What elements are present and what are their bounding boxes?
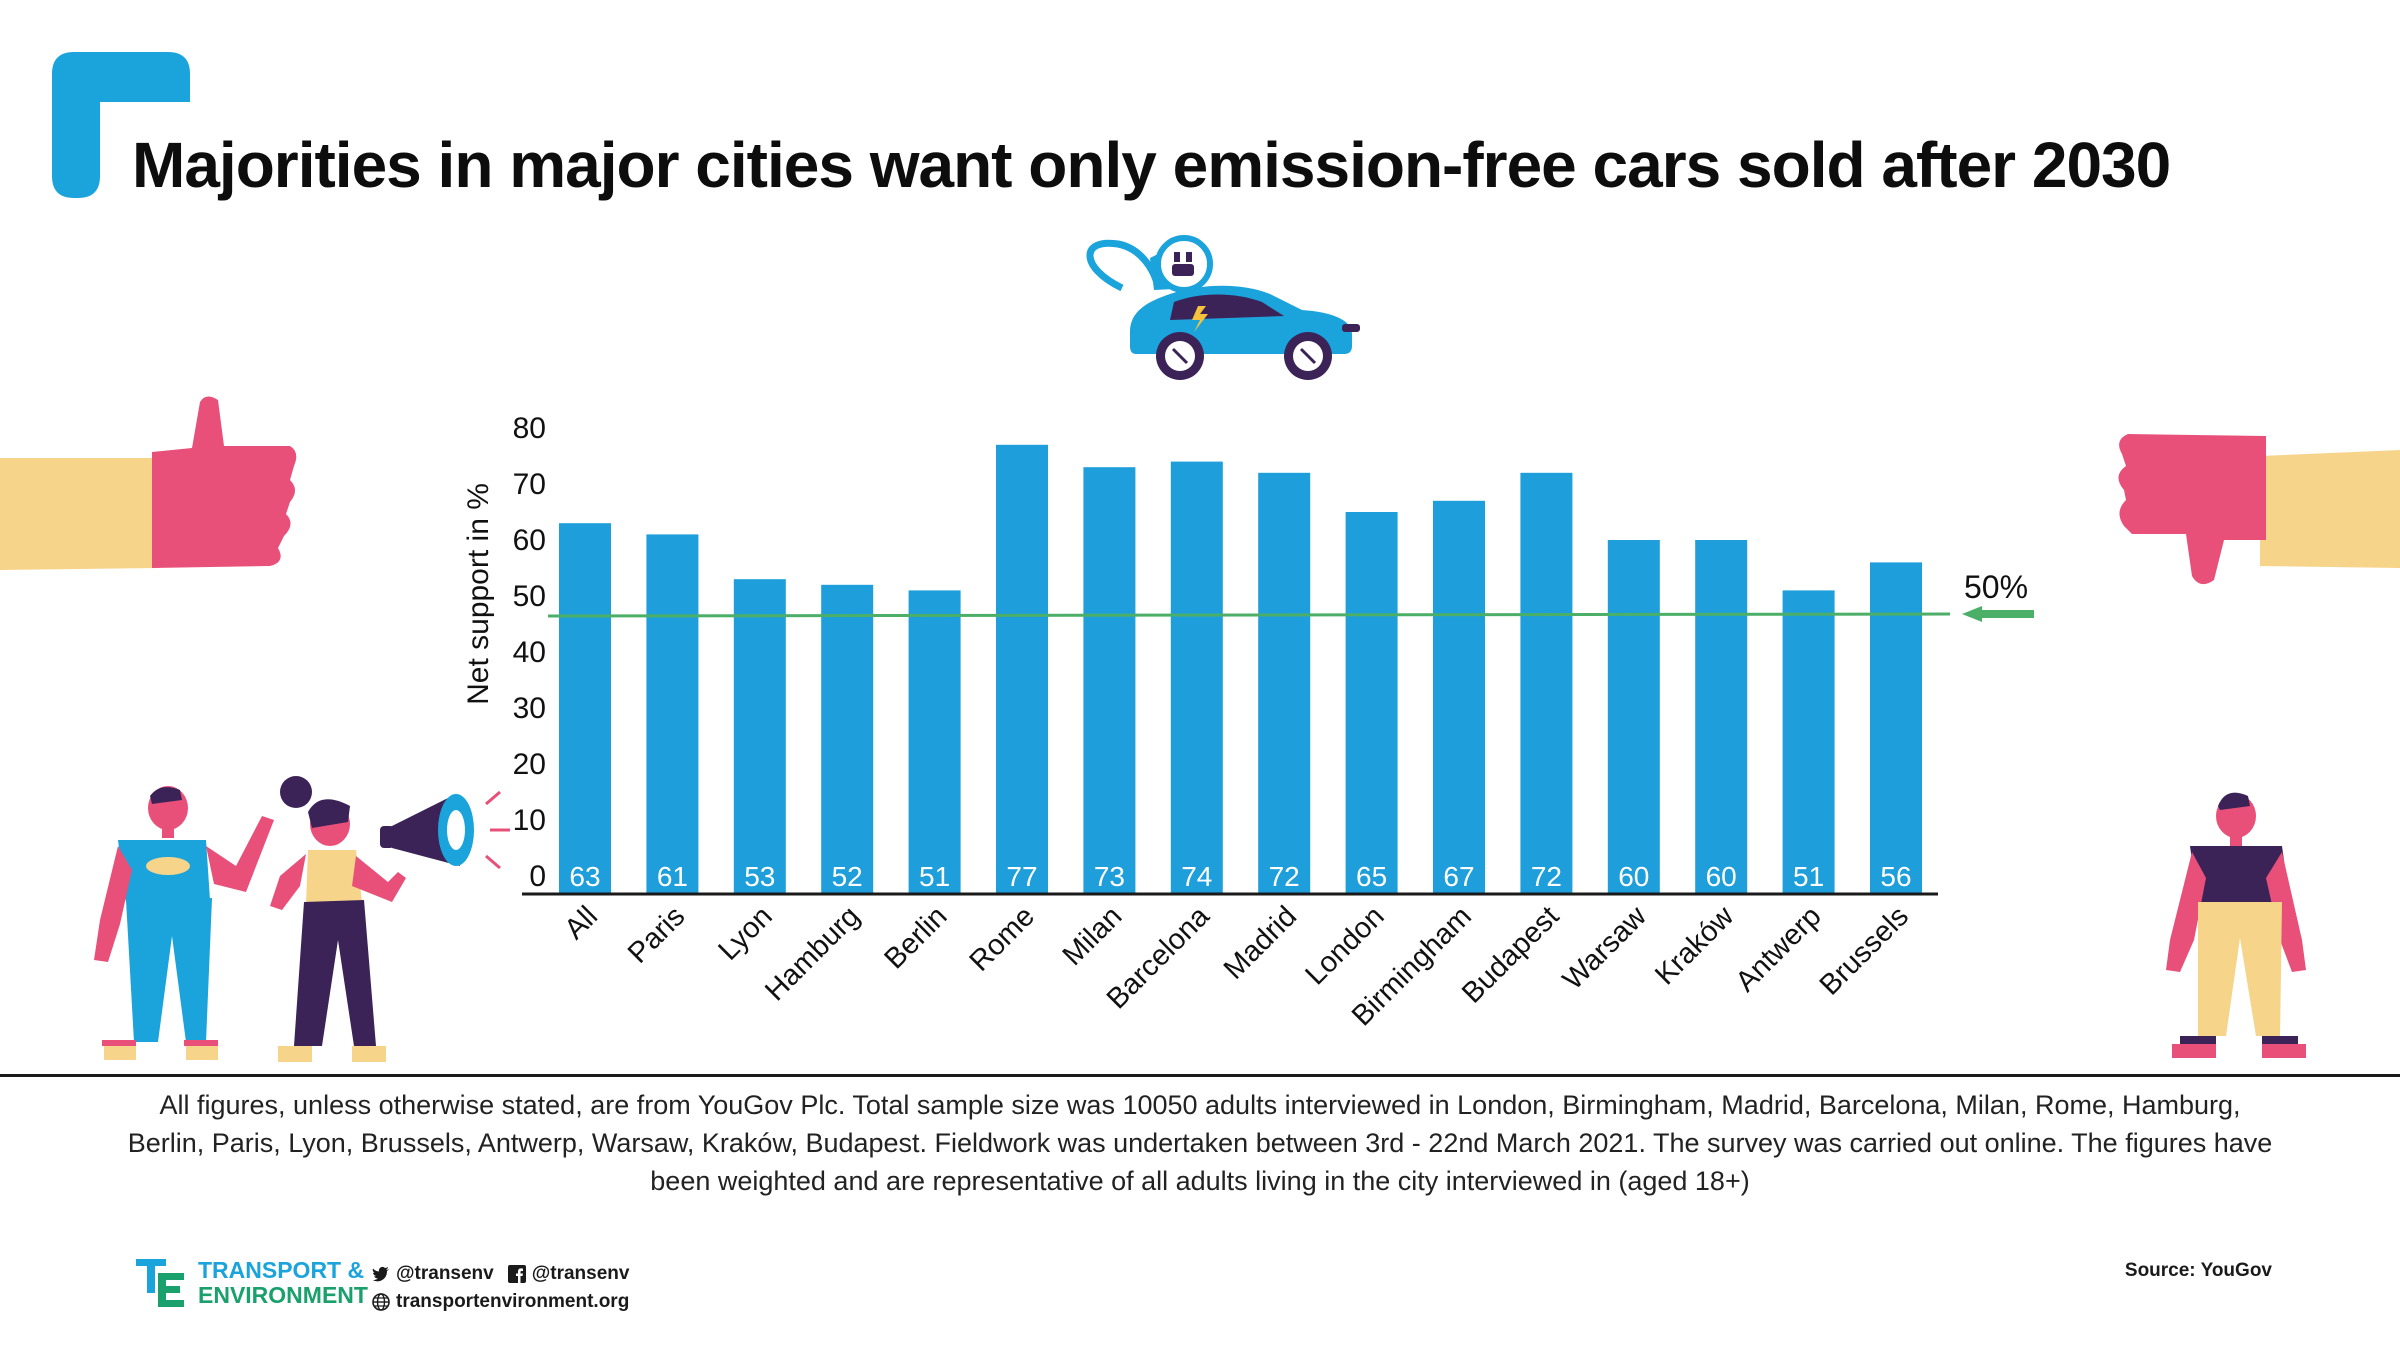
x-category-label: Paris: [622, 900, 691, 969]
y-tick-label: 40: [513, 636, 546, 669]
y-tick-label: 30: [513, 692, 546, 725]
globe-icon: [372, 1293, 390, 1311]
y-tick-label: 80: [513, 412, 546, 445]
bar-value-label: 74: [1181, 861, 1212, 892]
y-tick-label: 20: [513, 748, 546, 781]
x-category-label: Berlin: [878, 900, 953, 975]
bar-value-label: 63: [569, 861, 600, 892]
megaphone-icon: [380, 790, 510, 870]
bar: [559, 523, 611, 894]
bar-value-label: 73: [1094, 861, 1125, 892]
bar-value-label: 60: [1706, 861, 1737, 892]
person-illustration-right: [2166, 792, 2306, 1058]
y-axis-ticks: 0 10 20 30 40 50 60 70 80: [513, 412, 546, 893]
bar-chart: Net support in % 0 10 20 30 40 50 60 70 80 63 61 5…: [0, 235, 2400, 1062]
x-category-label: Budapest: [1456, 900, 1565, 1009]
logo-line-2: ENVIRONMENT: [198, 1282, 368, 1308]
y-axis-label: Net support in %: [462, 483, 495, 705]
page-title: Majorities in major cities want only emi…: [132, 129, 2171, 201]
divider-rule: [0, 1074, 2400, 1077]
twitter-icon: [372, 1266, 389, 1282]
x-category-label: Warsaw: [1557, 900, 1654, 997]
reference-line-50: 50%: [547, 569, 2034, 622]
y-tick-label: 0: [529, 860, 546, 893]
y-tick-label: 50: [513, 580, 546, 613]
bar-value-label: 51: [1793, 861, 1824, 892]
y-tick-label: 10: [513, 804, 546, 837]
bar: [821, 584, 874, 894]
bar: [646, 534, 699, 894]
source-note: Source: YouGov: [2124, 1260, 2272, 1281]
electric-car-icon: [1086, 235, 1360, 380]
bar: [908, 590, 961, 894]
bar: [996, 444, 1048, 894]
logo-line-1: TRANSPORT &: [198, 1257, 365, 1283]
bar: [1695, 540, 1748, 894]
person-illustration-left: [94, 786, 274, 1060]
thumbs-up-icon: [0, 396, 297, 570]
bar-value-label: 67: [1443, 861, 1474, 892]
facebook-handle[interactable]: @transenv: [531, 1263, 630, 1284]
x-category-label: Brussels: [1814, 900, 1915, 1001]
bar: [1520, 472, 1573, 894]
x-category-label: Madrid: [1218, 900, 1303, 985]
x-category-label: All: [559, 900, 604, 945]
bar: [1083, 467, 1136, 894]
x-category-label: Hamburg: [759, 900, 866, 1007]
person-with-megaphone-illustration: [270, 776, 510, 1062]
x-category-label: Lyon: [712, 900, 778, 966]
bar: [733, 579, 786, 894]
y-tick-label: 60: [513, 524, 546, 557]
bar: [1170, 461, 1223, 894]
twitter-handle[interactable]: @transenv: [396, 1263, 494, 1284]
bar: [1345, 512, 1398, 894]
bars: 63 61 53 52 51 77 73 74 72 65 67 72 60 60 51 56: [559, 444, 1922, 894]
te-logo-icon: [136, 1259, 184, 1307]
reference-arrow: [1962, 606, 2034, 622]
x-category-label: Antwerp: [1730, 900, 1828, 998]
bar-value-label: 61: [657, 861, 688, 892]
x-category-label: Milan: [1057, 900, 1129, 972]
bar-value-label: 65: [1356, 861, 1387, 892]
bar: [1433, 500, 1485, 894]
footnote: All figures, unless otherwise stated, ar…: [127, 1090, 2273, 1196]
website-link[interactable]: transportenvironment.org: [396, 1291, 630, 1312]
bar-value-label: 56: [1880, 861, 1911, 892]
bar-value-label: 53: [744, 861, 775, 892]
social-links: @transenv @transenv transportenvironment…: [372, 1260, 629, 1316]
facebook-icon: [507, 1265, 526, 1283]
bar-value-label: 72: [1269, 861, 1300, 892]
transport-environment-logo: TRANSPORT & ENVIRONMENT: [136, 1258, 368, 1308]
thumbs-down-icon: [2118, 434, 2400, 585]
y-tick-label: 70: [513, 468, 546, 501]
bar-value-label: 52: [832, 861, 863, 892]
bar: [1258, 472, 1311, 894]
bar-value-label: 72: [1531, 861, 1562, 892]
bar: [1607, 540, 1660, 894]
x-category-label: Rome: [964, 900, 1041, 977]
bar-value-label: 60: [1618, 861, 1649, 892]
bar-value-label: 51: [919, 861, 950, 892]
brand-corner-mark: [52, 52, 190, 198]
bar-value-label: 77: [1006, 861, 1037, 892]
reference-label: 50%: [1964, 569, 2028, 605]
bar: [1782, 590, 1835, 894]
reference-line: [547, 612, 1951, 618]
bar: [1870, 562, 1922, 894]
x-category-label: Kraków: [1649, 900, 1741, 992]
